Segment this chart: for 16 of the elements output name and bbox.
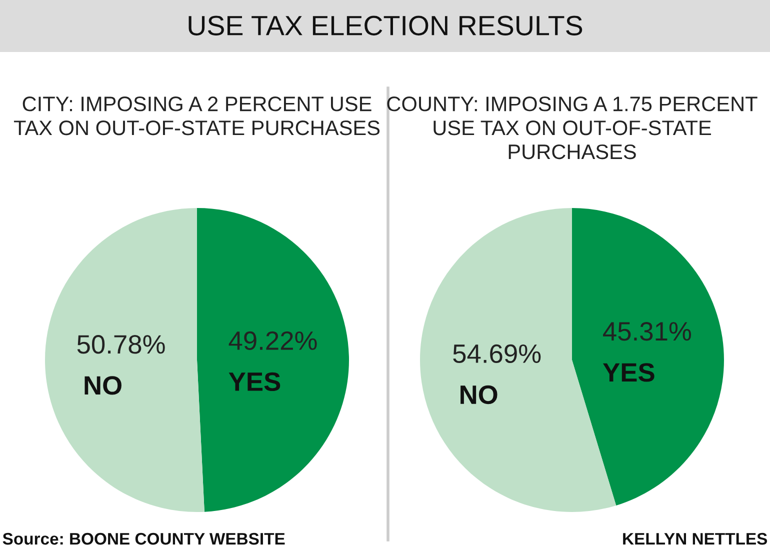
pie-slice [572, 208, 724, 506]
pie-slice [45, 208, 204, 512]
slice-label: YES [602, 363, 654, 382]
chart-subtitle: CITY: IMPOSING A 2 PERCENT USE TAX ON OUT-OF-STATE PURCHASES [14, 96, 380, 136]
slice-label: NO [460, 385, 498, 404]
data-label: 45.31% [603, 322, 691, 341]
text: KELLYN NETTLES [623, 532, 768, 545]
chart-subtitle: COUNTY: IMPOSING A 1.75 PERCENT USE TAX ON OUT-OF-STATE PURCHASES [387, 96, 758, 160]
data-label: 49.22% [228, 331, 317, 350]
slice-label: YES [228, 372, 280, 392]
data-label: 50.78% [77, 335, 165, 354]
chart-title: USE TAX ELECTION RESULTS [188, 16, 582, 36]
data-label: 54.69% [453, 344, 541, 364]
source-note: Source: BOONE COUNTY WEBSITE [2, 532, 285, 545]
pie-slice [197, 208, 349, 512]
slice-label: NO [84, 376, 122, 395]
